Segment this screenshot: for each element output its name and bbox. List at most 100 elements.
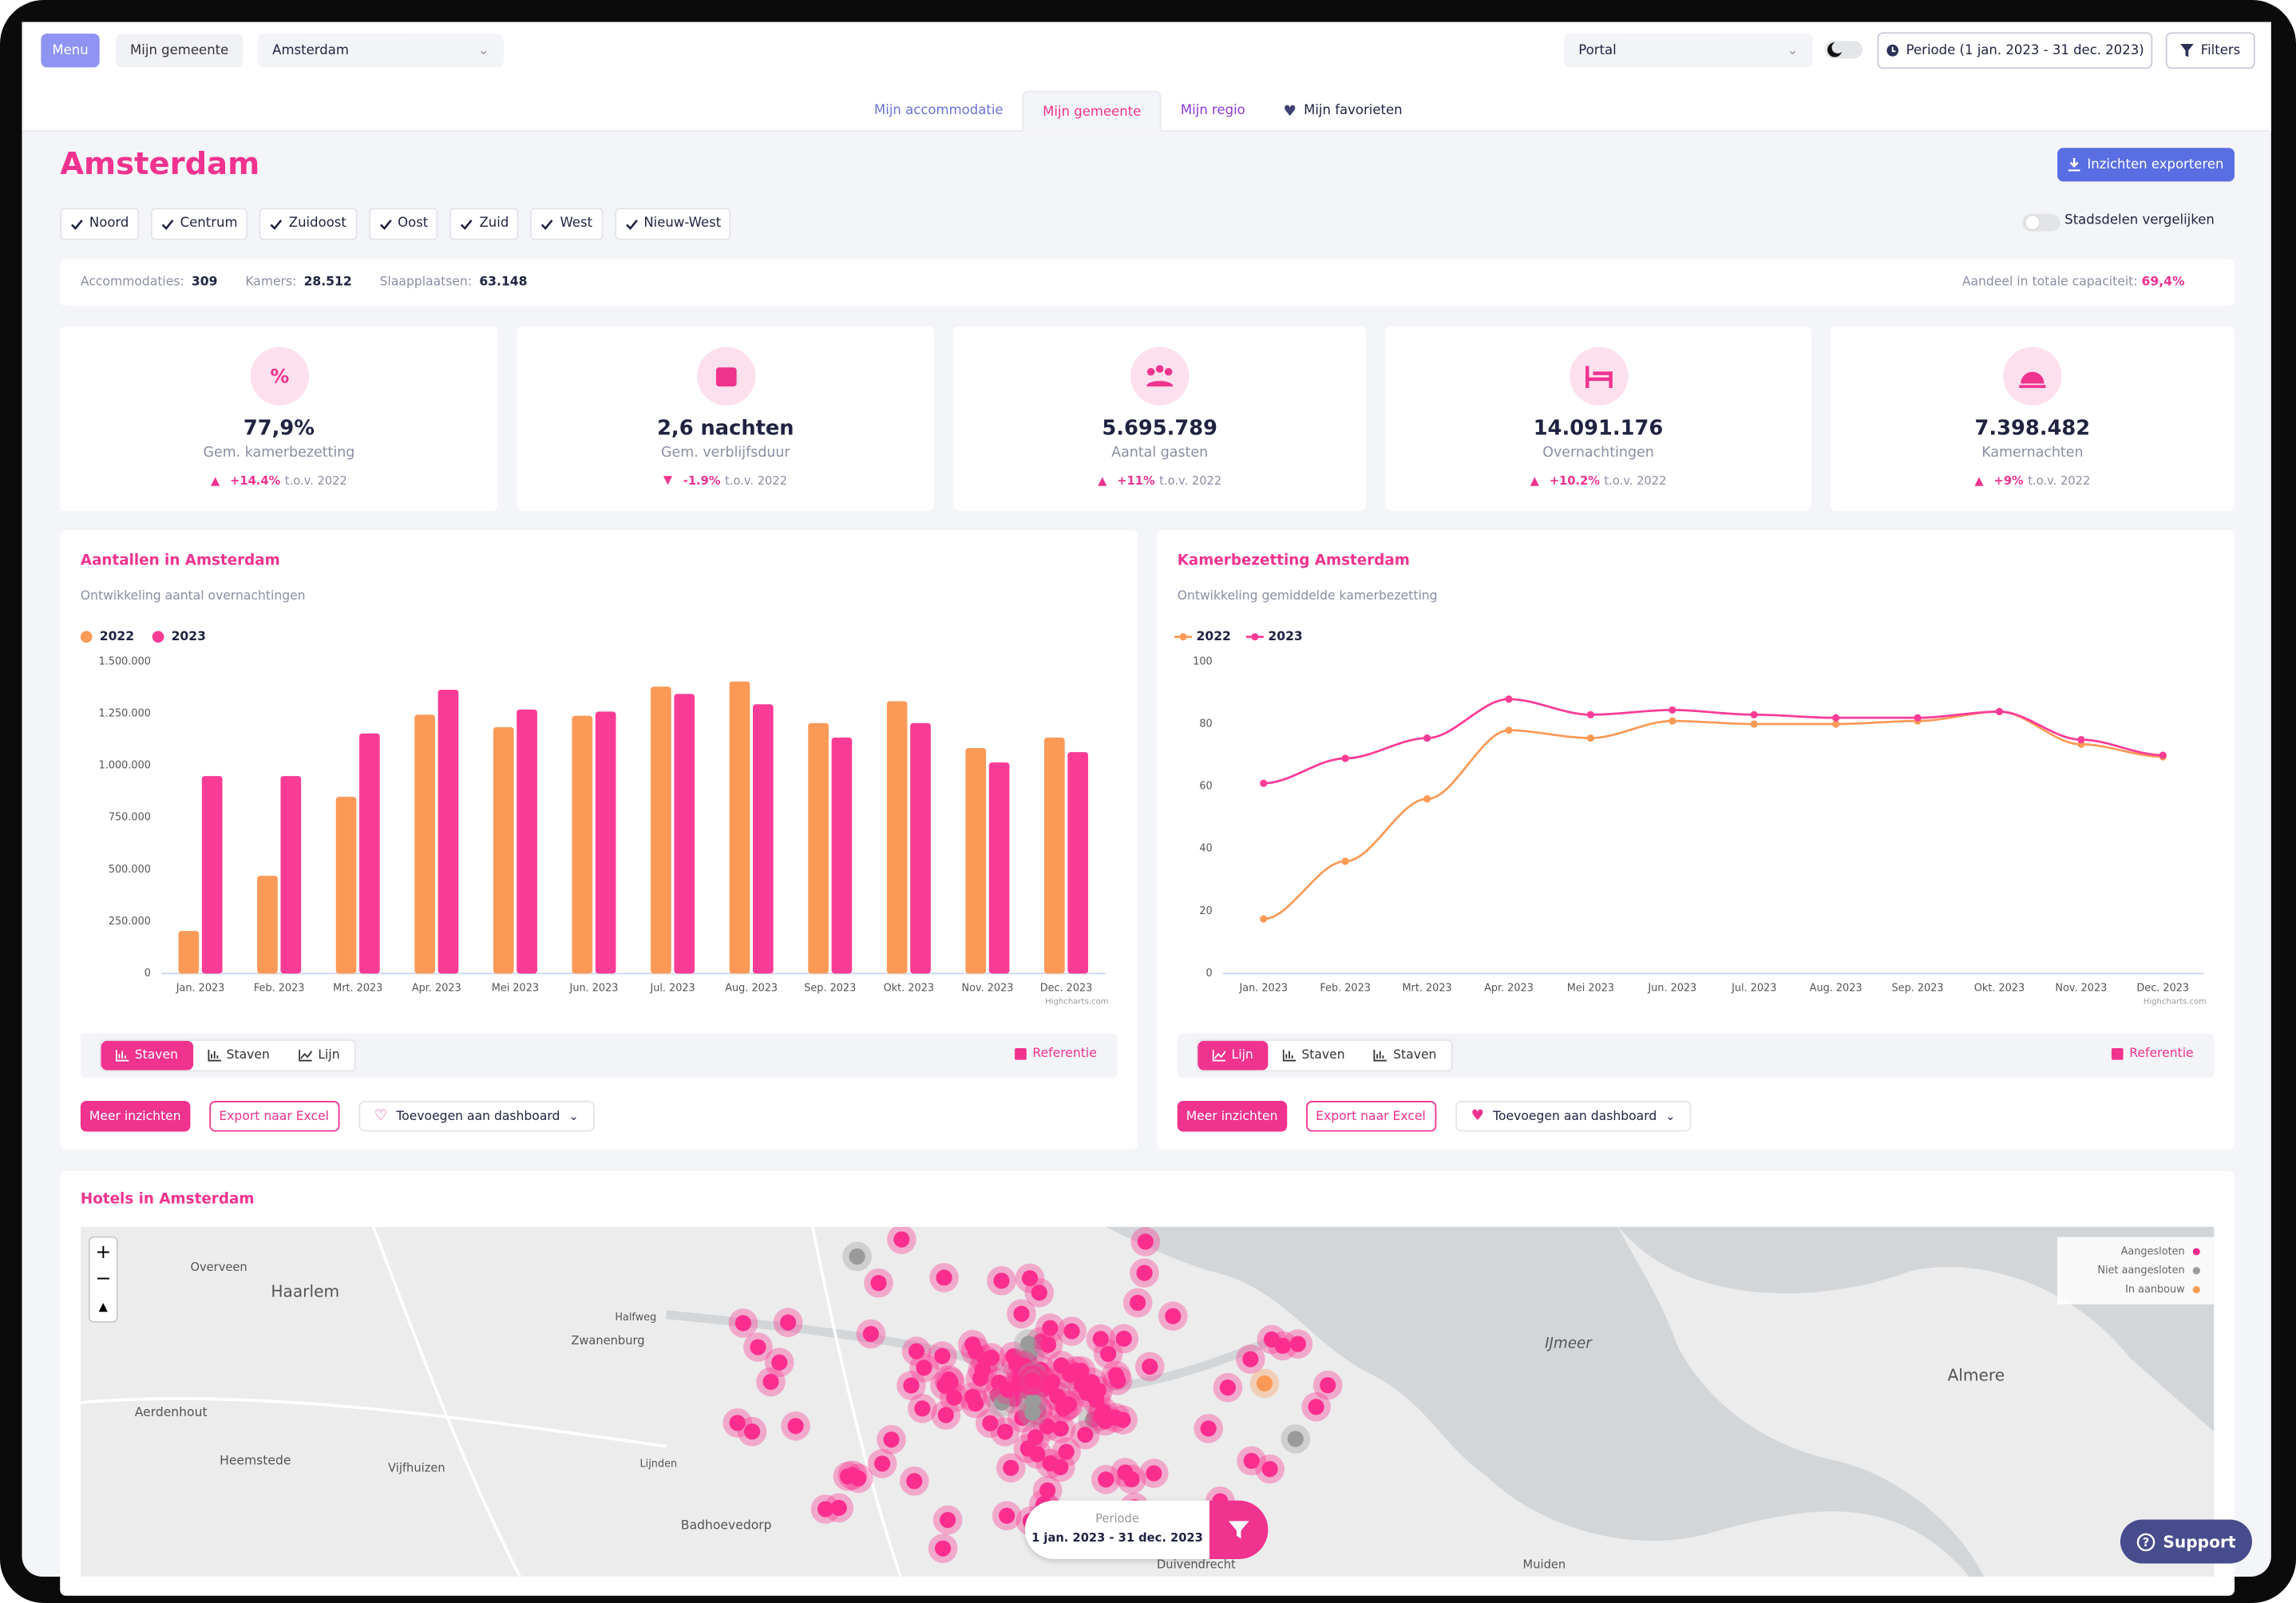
check-icon bbox=[541, 219, 554, 230]
reference-checkbox[interactable]: Referentie bbox=[2112, 1047, 2194, 1062]
district-chip[interactable]: Centrum bbox=[150, 208, 248, 240]
marker bbox=[893, 1231, 910, 1248]
stat-value: 28.512 bbox=[303, 275, 352, 291]
my-municipality-button[interactable]: Mijn gemeente bbox=[115, 34, 243, 68]
stats-bar: Accommodaties: 309 Kamers: 28.512 Slaappla… bbox=[60, 259, 2235, 307]
kpi-change-value: +10.2% bbox=[1549, 474, 1600, 488]
view-button[interactable]: Lijn bbox=[284, 1041, 354, 1071]
zoom-out[interactable]: − bbox=[95, 1267, 111, 1289]
marker bbox=[762, 1373, 779, 1391]
view-icon bbox=[1212, 1049, 1226, 1062]
tab[interactable]: Mijn regio bbox=[1162, 91, 1265, 132]
icon bbox=[1374, 1049, 1387, 1062]
reference-label: Referentie bbox=[1032, 1047, 1097, 1062]
marker bbox=[883, 1431, 900, 1448]
marker bbox=[729, 1415, 746, 1431]
bar bbox=[753, 704, 774, 974]
zoom-controls[interactable] bbox=[88, 1236, 118, 1323]
line-marker bbox=[1341, 754, 1349, 762]
action-button[interactable]: Meer inzichten bbox=[1177, 1101, 1287, 1132]
action-label: Export naar Excel bbox=[1316, 1109, 1426, 1124]
period-widget[interactable]: Periode 1 jan. 2023 - 31 dec. 2023 bbox=[1024, 1500, 1210, 1559]
marker bbox=[934, 1348, 951, 1364]
export-text: Inzichten exporteren bbox=[2087, 157, 2224, 172]
action-button[interactable]: Meer inzichten bbox=[80, 1101, 190, 1132]
marker bbox=[936, 1377, 953, 1394]
stat-label: Aandeel in totale capaciteit: bbox=[1961, 275, 2138, 291]
zoom-in[interactable]: + bbox=[95, 1241, 111, 1263]
caret: ⌄ bbox=[1665, 1110, 1676, 1123]
filters-button[interactable]: Filters bbox=[2165, 32, 2255, 69]
kpi-change-value: -1.9% bbox=[683, 474, 721, 488]
line-marker bbox=[1341, 857, 1349, 865]
line-marker bbox=[1505, 726, 1513, 734]
legend-label: 2023 bbox=[172, 629, 206, 643]
stat-label: Accommodaties: bbox=[80, 275, 184, 291]
marker bbox=[1077, 1427, 1094, 1443]
map-title: Hotels in Amsterdam bbox=[80, 1191, 255, 1208]
trend-arrow: ▲ bbox=[1530, 474, 1539, 488]
theme-toggle[interactable] bbox=[1824, 40, 1865, 61]
district-chip[interactable]: Nieuw-West bbox=[614, 208, 732, 240]
tab[interactable]: Mijn accommodatie bbox=[855, 91, 1022, 132]
tab[interactable]: Mijn gemeente bbox=[1022, 90, 1162, 133]
marker bbox=[993, 1273, 1010, 1289]
kpi-change: ▲ -1.9% t.o.v. 2022 bbox=[517, 474, 934, 488]
map[interactable]: Overveen Haarlem Zwanenburg Halfweg Aerdenho… bbox=[80, 1226, 2215, 1577]
municipality-select[interactable]: Amsterdam ⌄ bbox=[257, 34, 504, 68]
marker bbox=[937, 1407, 954, 1423]
support-button[interactable]: ? Support bbox=[2120, 1519, 2252, 1564]
portal-select[interactable]: Portal ⌄ bbox=[1563, 34, 1813, 68]
view-button[interactable]: Staven bbox=[1360, 1041, 1451, 1071]
district-chip[interactable]: Zuid bbox=[449, 208, 520, 240]
line-marker bbox=[1260, 915, 1268, 923]
view-button[interactable]: Staven bbox=[101, 1040, 193, 1071]
period-button[interactable]: Periode (1 jan. 2023 - 31 dec. 2023) bbox=[1877, 32, 2153, 69]
kpi-compare: t.o.v. 2022 bbox=[1604, 474, 1667, 488]
clock-icon bbox=[1886, 44, 1898, 57]
period-filter-button[interactable] bbox=[1209, 1500, 1269, 1559]
marker bbox=[1024, 1372, 1041, 1389]
view-button[interactable]: Staven bbox=[192, 1041, 284, 1071]
view-button[interactable]: Staven bbox=[1268, 1041, 1360, 1071]
y-tick-label: 0 bbox=[1206, 968, 1213, 980]
action-button[interactable]: ♡ Toevoegen aan dashboard ⌄ bbox=[358, 1101, 595, 1132]
marker bbox=[1019, 1440, 1036, 1457]
marker bbox=[1130, 1294, 1146, 1311]
chart-subtitle: Ontwikkeling gemiddelde kamerbezetting bbox=[1178, 588, 1438, 603]
marker bbox=[1242, 1351, 1259, 1367]
kpi-change: ▲ +9% t.o.v. 2022 bbox=[1831, 474, 2235, 488]
district-label: Nieuw-West bbox=[643, 216, 722, 232]
compass[interactable]: ▲ bbox=[99, 1300, 109, 1314]
roads bbox=[80, 1226, 902, 1577]
tab[interactable]: ♥ Mijn favorieten bbox=[1265, 91, 1422, 132]
kpi-change-value: +9% bbox=[1993, 474, 2024, 488]
check bbox=[70, 219, 83, 230]
map-label: Duivendrecht bbox=[1157, 1557, 1236, 1571]
reference-checkbox[interactable]: Referentie bbox=[1015, 1047, 1097, 1062]
kpi-change: ▲ +11% t.o.v. 2022 bbox=[953, 474, 1366, 488]
bar bbox=[335, 797, 357, 974]
compare-toggle[interactable] bbox=[2022, 212, 2060, 233]
action-button[interactable]: Export naar Excel bbox=[208, 1101, 339, 1132]
x-tick-label: Okt. 2023 bbox=[1974, 982, 2025, 994]
tab-label: Mijn accommodatie bbox=[874, 104, 1004, 119]
check-icon bbox=[270, 219, 283, 230]
line-marker bbox=[1914, 714, 1922, 722]
district-chip[interactable]: Zuidoost bbox=[259, 208, 357, 240]
land-almere bbox=[1617, 1226, 2215, 1577]
action-button[interactable]: Export naar Excel bbox=[1305, 1101, 1436, 1132]
marker bbox=[1287, 1431, 1304, 1447]
export-button[interactable]: Inzichten exporteren bbox=[2057, 148, 2235, 182]
marker bbox=[935, 1540, 952, 1557]
compare-label: Stadsdelen vergelijken bbox=[2064, 213, 2215, 229]
action-button[interactable]: ♥ Toevoegen aan dashboard ⌄ bbox=[1455, 1101, 1692, 1132]
district-chip[interactable]: Noord bbox=[60, 208, 140, 240]
menu-button[interactable]: Menu bbox=[41, 34, 100, 68]
view-button[interactable]: Lijn bbox=[1197, 1040, 1269, 1071]
district-chip[interactable]: Oost bbox=[368, 208, 439, 240]
chart-title: Kamerbezetting Amsterdam bbox=[1178, 552, 1410, 568]
icon-glyph bbox=[2019, 371, 2046, 388]
check bbox=[461, 219, 473, 230]
district-chip[interactable]: West bbox=[530, 208, 603, 240]
